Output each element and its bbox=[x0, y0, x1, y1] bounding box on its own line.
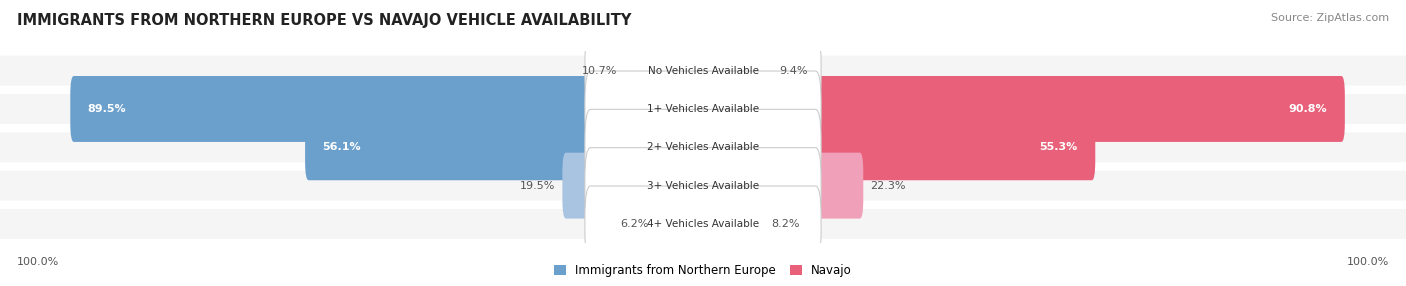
FancyBboxPatch shape bbox=[0, 56, 1406, 86]
Text: IMMIGRANTS FROM NORTHERN EUROPE VS NAVAJO VEHICLE AVAILABILITY: IMMIGRANTS FROM NORTHERN EUROPE VS NAVAJ… bbox=[17, 13, 631, 28]
Text: 89.5%: 89.5% bbox=[87, 104, 127, 114]
Text: 9.4%: 9.4% bbox=[779, 66, 808, 76]
Text: 19.5%: 19.5% bbox=[520, 181, 555, 190]
Text: 4+ Vehicles Available: 4+ Vehicles Available bbox=[647, 219, 759, 229]
FancyBboxPatch shape bbox=[700, 38, 773, 104]
FancyBboxPatch shape bbox=[305, 114, 707, 180]
FancyBboxPatch shape bbox=[562, 153, 707, 219]
Text: 55.3%: 55.3% bbox=[1039, 142, 1078, 152]
FancyBboxPatch shape bbox=[0, 94, 1406, 124]
Text: 10.7%: 10.7% bbox=[582, 66, 617, 76]
FancyBboxPatch shape bbox=[700, 191, 765, 257]
Text: 56.1%: 56.1% bbox=[322, 142, 361, 152]
FancyBboxPatch shape bbox=[0, 171, 1406, 200]
Text: Source: ZipAtlas.com: Source: ZipAtlas.com bbox=[1271, 13, 1389, 23]
Text: 1+ Vehicles Available: 1+ Vehicles Available bbox=[647, 104, 759, 114]
Text: 100.0%: 100.0% bbox=[17, 257, 59, 267]
FancyBboxPatch shape bbox=[585, 109, 821, 185]
FancyBboxPatch shape bbox=[700, 114, 1095, 180]
Text: 2+ Vehicles Available: 2+ Vehicles Available bbox=[647, 142, 759, 152]
FancyBboxPatch shape bbox=[624, 38, 707, 104]
FancyBboxPatch shape bbox=[585, 186, 821, 262]
Text: 100.0%: 100.0% bbox=[1347, 257, 1389, 267]
FancyBboxPatch shape bbox=[0, 132, 1406, 162]
FancyBboxPatch shape bbox=[700, 153, 863, 219]
Text: 6.2%: 6.2% bbox=[620, 219, 650, 229]
Text: 90.8%: 90.8% bbox=[1289, 104, 1327, 114]
Text: 8.2%: 8.2% bbox=[772, 219, 800, 229]
FancyBboxPatch shape bbox=[655, 191, 707, 257]
Text: 3+ Vehicles Available: 3+ Vehicles Available bbox=[647, 181, 759, 190]
Text: 22.3%: 22.3% bbox=[870, 181, 905, 190]
Text: No Vehicles Available: No Vehicles Available bbox=[648, 66, 758, 76]
FancyBboxPatch shape bbox=[0, 209, 1406, 239]
FancyBboxPatch shape bbox=[70, 76, 707, 142]
FancyBboxPatch shape bbox=[700, 76, 1344, 142]
FancyBboxPatch shape bbox=[585, 33, 821, 109]
FancyBboxPatch shape bbox=[585, 148, 821, 224]
Legend: Immigrants from Northern Europe, Navajo: Immigrants from Northern Europe, Navajo bbox=[554, 264, 852, 277]
FancyBboxPatch shape bbox=[585, 71, 821, 147]
